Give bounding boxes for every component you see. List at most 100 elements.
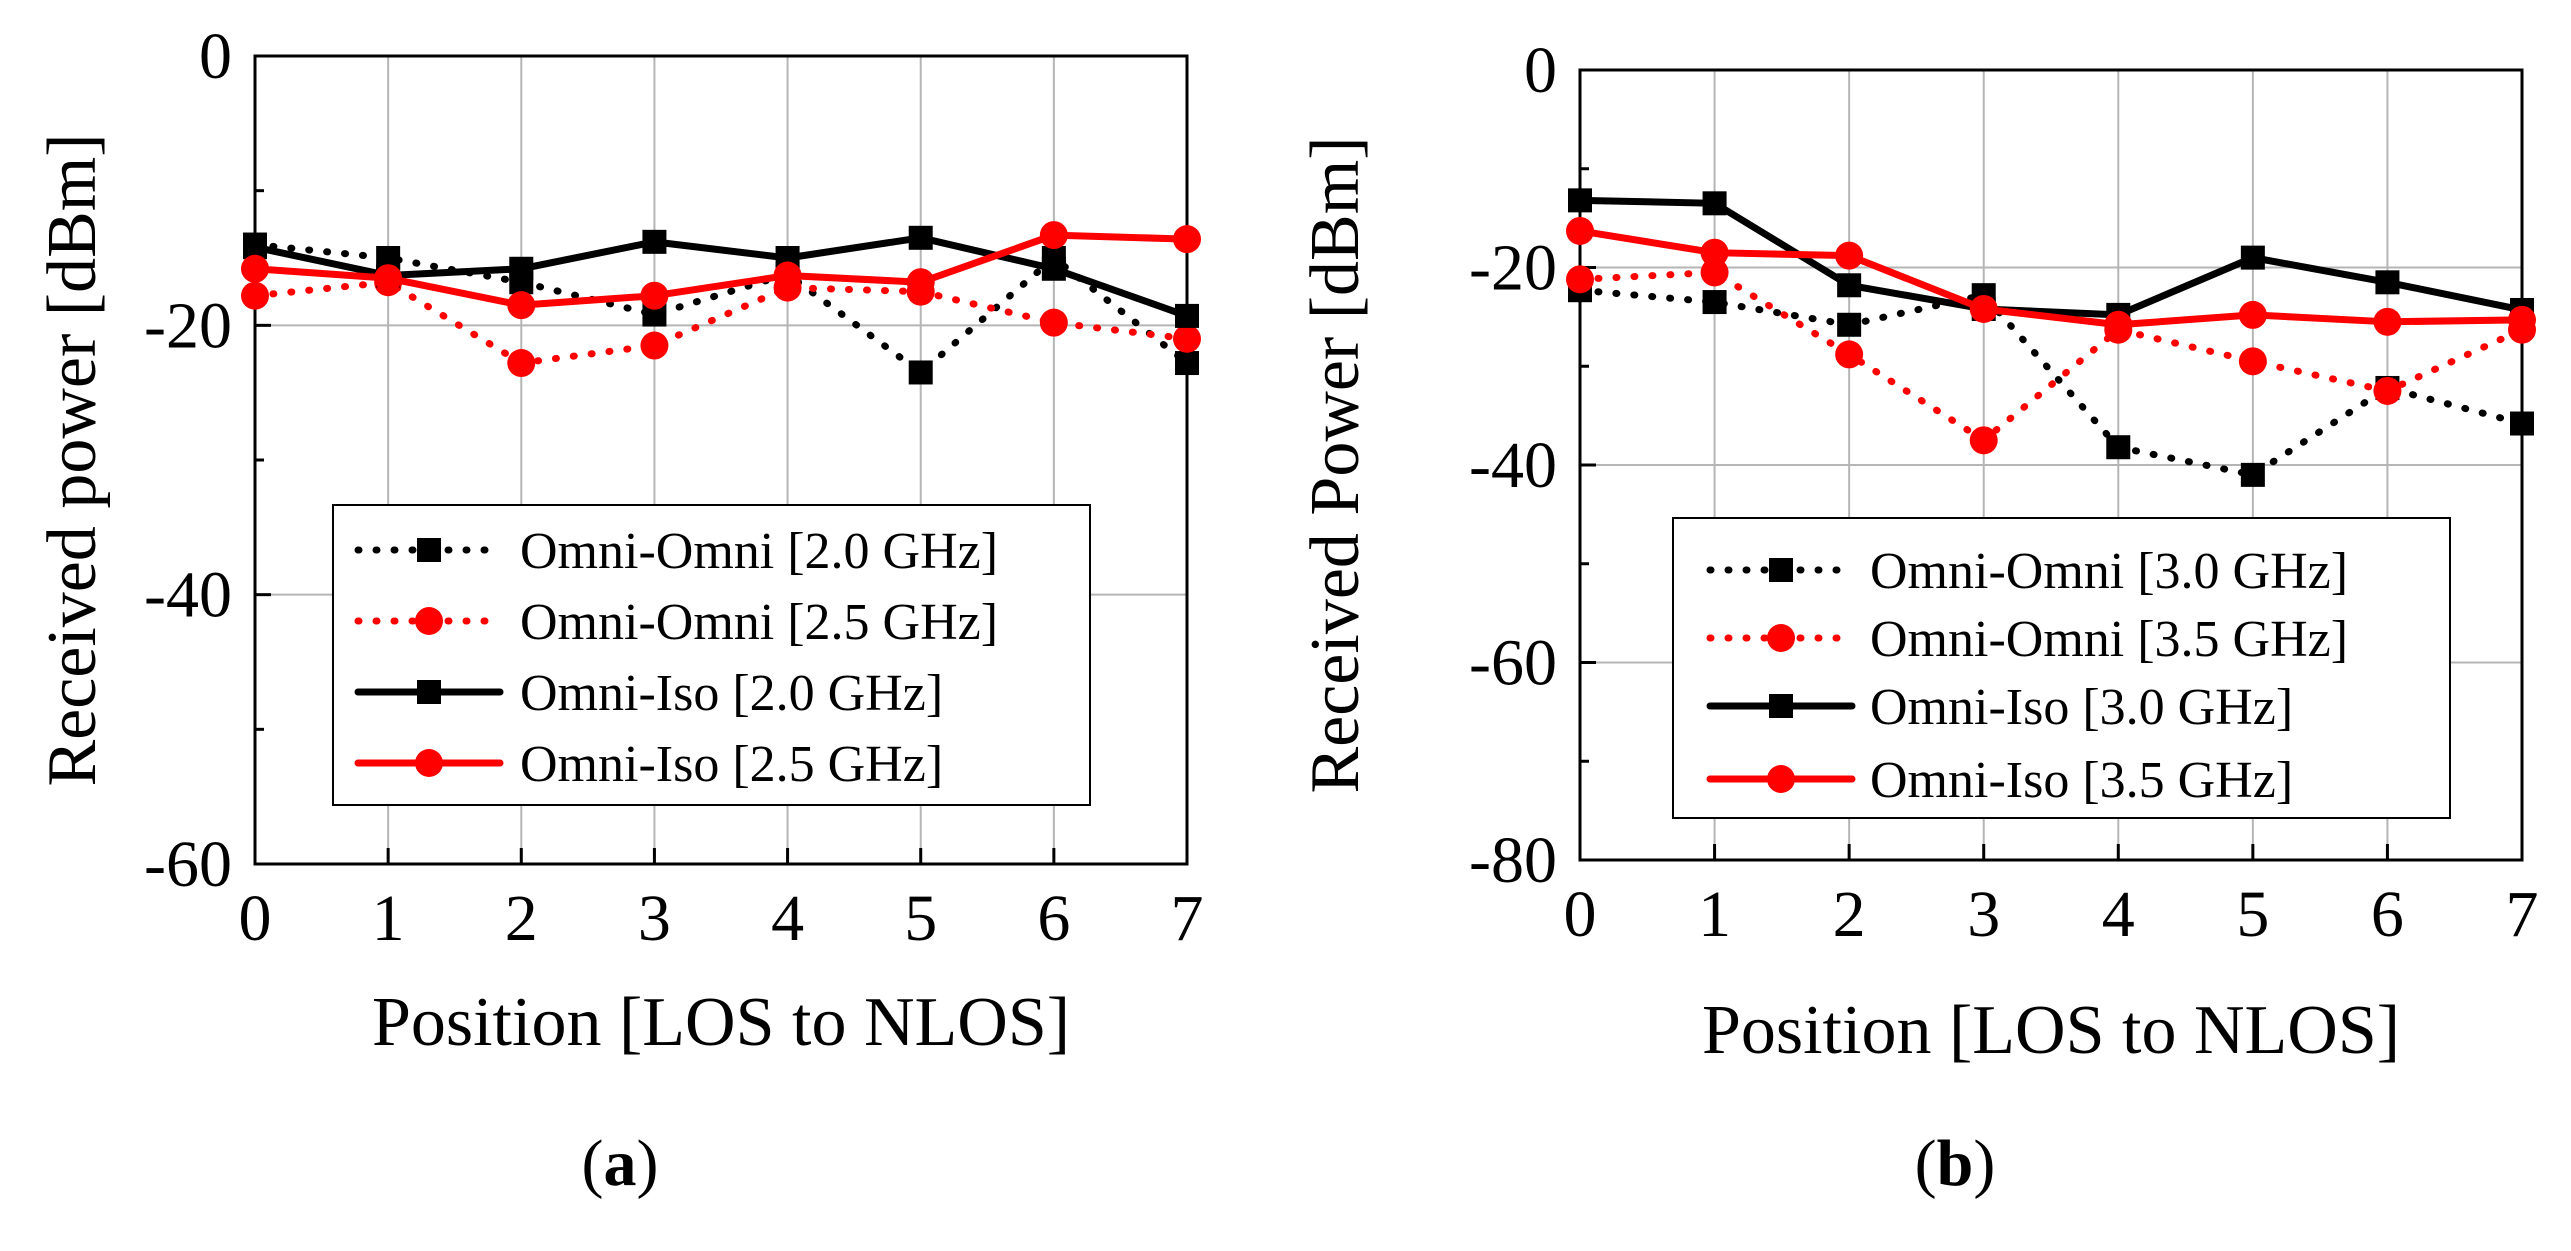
data-point bbox=[2104, 310, 2133, 339]
series-omni-iso-2-5-ghz bbox=[241, 221, 1201, 320]
data-point bbox=[1835, 340, 1864, 369]
x-tick-label: 7 bbox=[2506, 878, 2539, 951]
legend-label: Omni-Iso [3.5 GHz] bbox=[1870, 752, 2293, 809]
legend-label: Omni-Omni [3.0 GHz] bbox=[1870, 543, 2348, 600]
caption-letter: b bbox=[1937, 1127, 1974, 1200]
legend-marker bbox=[1769, 558, 1793, 582]
legend-marker bbox=[1769, 694, 1793, 718]
data-point bbox=[2373, 376, 2402, 405]
caption-open-paren: ( bbox=[582, 1127, 604, 1200]
data-point bbox=[2106, 435, 2131, 460]
y-tick-label: -40 bbox=[144, 559, 232, 632]
x-tick-label: 2 bbox=[505, 882, 538, 955]
x-tick-label: 6 bbox=[2371, 878, 2404, 951]
y-axis-title: Received Power [dBm] bbox=[1297, 136, 1374, 793]
series-line bbox=[1576, 268, 2526, 444]
x-tick-label: 1 bbox=[1698, 878, 1731, 951]
series-line bbox=[251, 278, 1191, 367]
x-tick-label: 3 bbox=[1967, 878, 2000, 951]
data-point bbox=[1835, 241, 1864, 270]
legend-marker bbox=[417, 680, 441, 704]
x-tick-label: 4 bbox=[2102, 878, 2135, 951]
y-tick-label: -80 bbox=[1469, 824, 1557, 897]
x-tick-label: 1 bbox=[372, 882, 405, 955]
data-point bbox=[1175, 351, 1199, 376]
data-point bbox=[640, 281, 669, 310]
legend: Omni-Omni [2.0 GHz] Omni-Omni [2.5 GHz] Om… bbox=[332, 504, 1091, 806]
legend-marker bbox=[415, 749, 443, 777]
legend-box bbox=[332, 504, 1091, 806]
data-point bbox=[1837, 312, 1862, 337]
legend-label: Omni-Iso [3.0 GHz] bbox=[1870, 679, 2293, 736]
series-line bbox=[1576, 227, 2526, 329]
legend-marker bbox=[1767, 765, 1795, 793]
data-point bbox=[1700, 238, 1729, 267]
y-tick-label: -20 bbox=[1469, 232, 1557, 305]
data-point bbox=[642, 229, 667, 254]
y-tick-label: -40 bbox=[1469, 429, 1557, 502]
data-point bbox=[1041, 256, 1066, 281]
data-point bbox=[773, 261, 802, 290]
legend-marker bbox=[1767, 624, 1795, 652]
series-line bbox=[251, 234, 1191, 320]
data-point bbox=[2373, 307, 2402, 336]
x-tick-label: 7 bbox=[1171, 882, 1204, 955]
caption-close-paren: ) bbox=[637, 1127, 659, 1200]
data-point bbox=[1700, 258, 1729, 287]
data-point bbox=[507, 291, 536, 320]
data-point bbox=[1568, 188, 1592, 213]
series-line bbox=[1576, 286, 2526, 479]
legend-label: Omni-Omni [2.5 GHz] bbox=[520, 594, 998, 651]
data-point bbox=[1039, 308, 1068, 337]
x-tick-label: 3 bbox=[638, 882, 671, 955]
caption-letter: a bbox=[604, 1127, 637, 1200]
data-point bbox=[640, 331, 669, 360]
series-omni-iso-3-5-ghz bbox=[1566, 216, 2536, 339]
x-axis-title: Position [LOS to NLOS] bbox=[372, 984, 1070, 1061]
data-point bbox=[2240, 462, 2265, 487]
x-tick-label: 5 bbox=[2236, 878, 2269, 951]
legend-label: Omni-Omni [3.5 GHz] bbox=[1870, 611, 2348, 668]
data-point bbox=[1173, 324, 1201, 353]
data-point bbox=[509, 256, 534, 281]
data-point bbox=[241, 281, 269, 310]
data-point bbox=[906, 268, 935, 297]
data-point bbox=[908, 225, 933, 250]
data-point bbox=[2238, 347, 2267, 376]
caption-close-paren: ) bbox=[1973, 1127, 1995, 1200]
data-point bbox=[1566, 265, 1594, 294]
data-point bbox=[1969, 426, 1998, 455]
x-tick-label: 2 bbox=[1833, 878, 1866, 951]
data-point bbox=[2238, 300, 2267, 329]
data-point bbox=[2510, 411, 2534, 436]
x-tick-label: 6 bbox=[1037, 882, 1070, 955]
legend-marker bbox=[417, 538, 441, 562]
x-axis-title: Position [LOS to NLOS] bbox=[1702, 992, 2400, 1069]
x-tick-label: 5 bbox=[904, 882, 937, 955]
legend-label: Omni-Omni [2.0 GHz] bbox=[520, 523, 998, 580]
legend-label: Omni-Iso [2.5 GHz] bbox=[520, 736, 943, 793]
y-tick-label: 0 bbox=[1524, 34, 1557, 107]
x-tick-label: 0 bbox=[1564, 878, 1597, 951]
data-point bbox=[1702, 191, 1727, 216]
data-point bbox=[1566, 216, 1594, 245]
data-point bbox=[2375, 270, 2400, 295]
subfigure-caption: (b) bbox=[1915, 1127, 1996, 1200]
x-tick-label: 0 bbox=[239, 882, 272, 955]
data-point bbox=[507, 349, 536, 378]
x-tick-label: 4 bbox=[771, 882, 804, 955]
y-tick-label: -60 bbox=[1469, 627, 1557, 700]
series-line bbox=[1576, 196, 2526, 319]
data-point bbox=[1969, 294, 1998, 323]
data-point bbox=[1702, 290, 1727, 315]
data-point bbox=[1837, 273, 1862, 298]
series-line bbox=[251, 231, 1191, 309]
legend-marker bbox=[415, 607, 443, 635]
chart-a: 0 1 2 3 4 5 6 7 0 -20 -40 -60 Position [LOS to NLOS]… bbox=[34, 20, 1204, 1200]
data-point bbox=[374, 264, 403, 293]
legend: Omni-Omni [3.0 GHz] Omni-Omni [3.5 GHz] Om… bbox=[1672, 517, 2451, 819]
data-point bbox=[241, 254, 269, 283]
y-tick-label: -20 bbox=[144, 289, 232, 362]
chart-b: 0 1 2 3 4 5 6 7 0 -20 -40 -60 -80 Position [LOS to NL… bbox=[1297, 34, 2539, 1200]
